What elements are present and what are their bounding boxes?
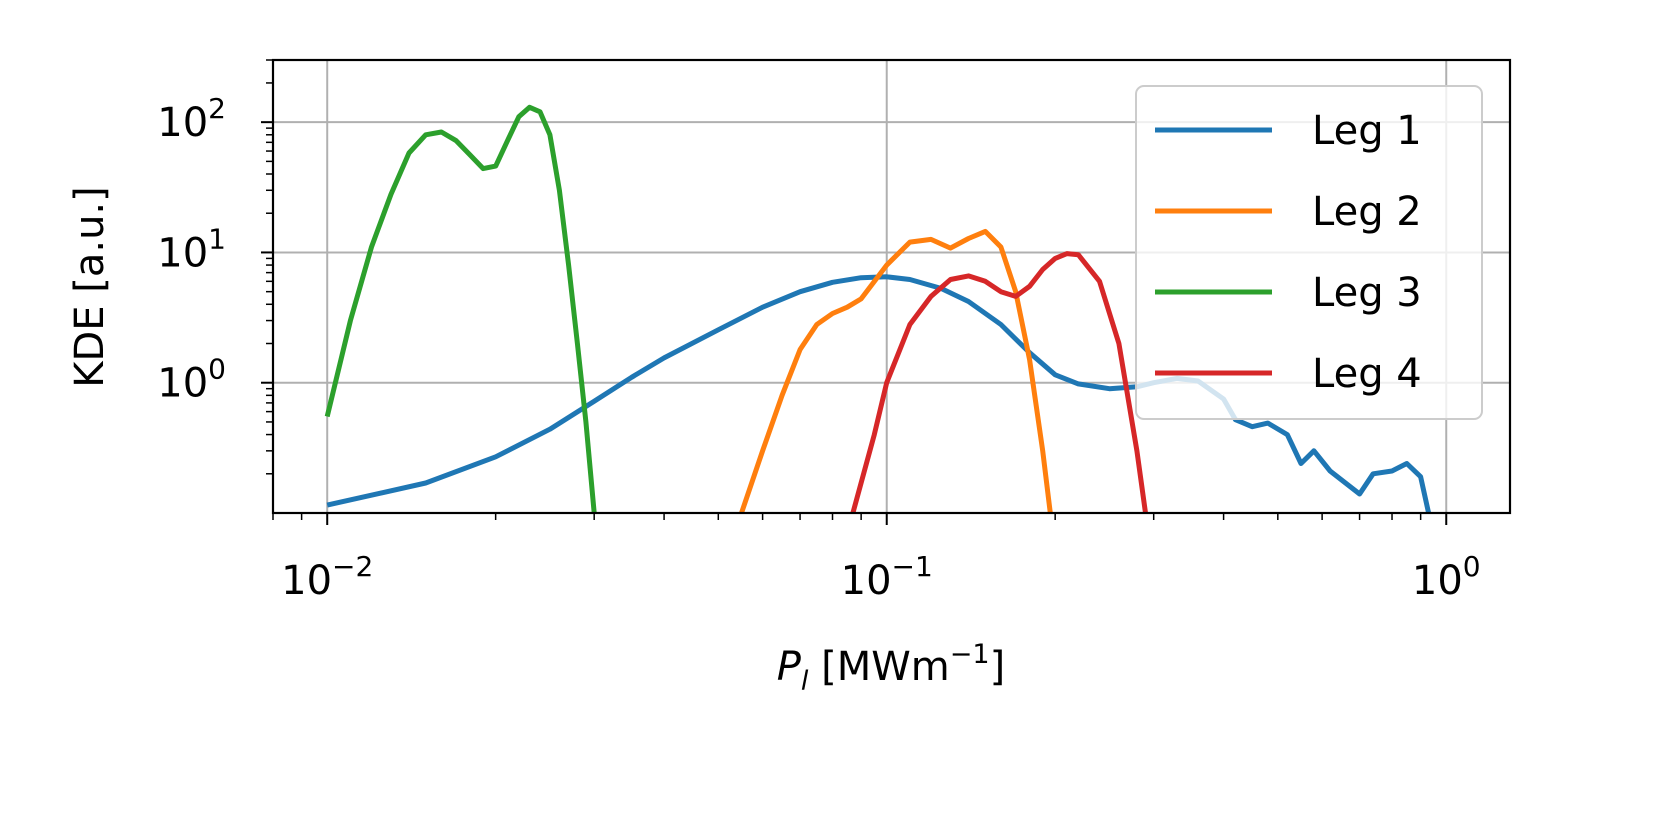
legend: Leg 1 Leg 2 Leg 3 Leg 4 (1135, 85, 1483, 420)
y-axis-label: KDE [a.u.] (67, 186, 113, 388)
legend-label-leg-1: Leg 1 (1312, 108, 1422, 154)
x-tick-labels: 10−2 10−1 100 (281, 550, 1480, 604)
legend-label-leg-2: Leg 2 (1312, 189, 1422, 235)
y-tick-label: 100 (157, 353, 226, 407)
x-tick-label: 10−2 (281, 550, 373, 604)
legend-label-leg-3: Leg 3 (1312, 270, 1422, 316)
y-tick-label: 101 (157, 222, 226, 276)
tick-marks (261, 59, 1448, 525)
series-line-leg-3 (324, 104, 597, 513)
legend-label-leg-4: Leg 4 (1312, 351, 1422, 397)
x-tick-label: 10−1 (841, 550, 933, 604)
x-axis-label: Pl [MWm−1] (777, 639, 1005, 697)
series-line-leg-1 (326, 274, 1432, 513)
series-line-leg-2 (739, 228, 1053, 513)
y-tick-label: 102 (157, 92, 226, 146)
series-line-leg-4 (850, 251, 1148, 513)
legend-box (1135, 85, 1483, 420)
x-tick-label: 100 (1412, 550, 1481, 604)
series-group (324, 104, 1432, 513)
y-tick-labels: 100 101 102 (157, 92, 226, 407)
plot-frame (271, 58, 1512, 515)
